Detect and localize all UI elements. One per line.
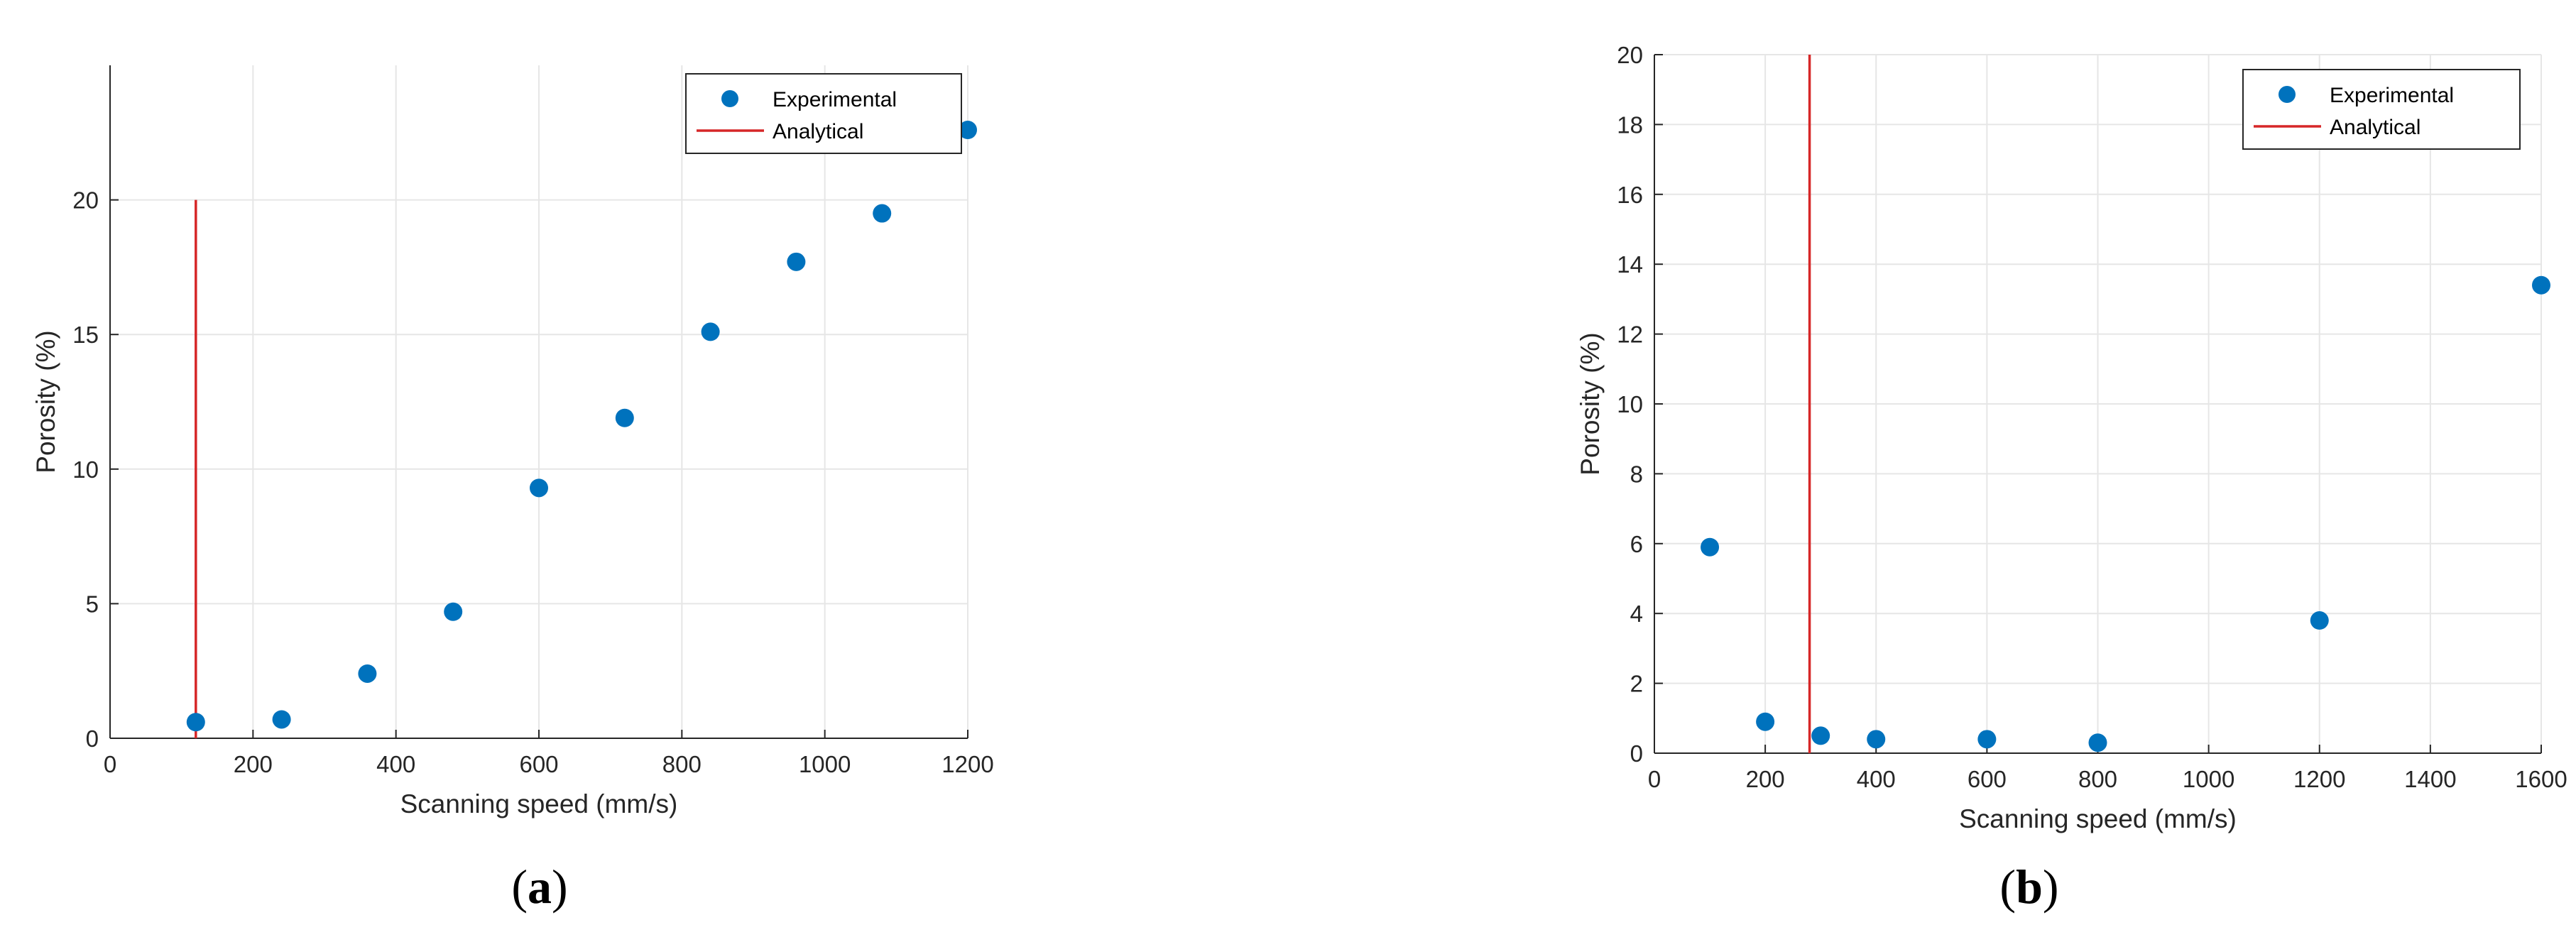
x-axis-label: Scanning speed (mm/s) (400, 789, 678, 818)
experimental-point (272, 710, 291, 729)
chart-b: 0 200 400 600 800 1000 1200 1400 1600 0 2 4 6 8 10 12 14… (1576, 42, 2567, 833)
x-tick-label: 1400 (2404, 766, 2456, 792)
experimental-point (1701, 537, 1720, 557)
caption-a: (a) (511, 860, 568, 914)
y-tick-label: 15 (72, 322, 99, 348)
experimental-point (615, 408, 634, 427)
x-tick-label: 1200 (942, 751, 993, 777)
y-tick-label: 6 (1630, 531, 1643, 557)
experimental-point (959, 121, 977, 140)
legend-label-experimental: Experimental (773, 88, 897, 111)
legend-label-experimental: Experimental (2330, 84, 2454, 107)
y-tick-label: 8 (1630, 461, 1643, 487)
x-tick-label: 0 (104, 751, 116, 777)
y-tick-label: 14 (1617, 251, 1643, 278)
y-tick-label: 12 (1617, 322, 1643, 348)
x-tick-label: 800 (662, 751, 702, 777)
caption-b: (b) (1999, 860, 2059, 914)
experimental-point (1977, 730, 1997, 749)
y-axis-label: Porosity (%) (1576, 332, 1605, 475)
x-tick-label: 1000 (2183, 766, 2234, 792)
y-tick-label: 20 (1617, 42, 1643, 68)
x-tick-label: 1600 (2515, 766, 2567, 792)
experimental-point (873, 204, 892, 223)
experimental-point (1756, 712, 1775, 731)
chart-a: 0 200 400 600 800 1000 1200 0 5 10 15 20 Scanning sp… (31, 65, 994, 818)
y-tick-label: 2 (1630, 671, 1643, 697)
experimental-point (358, 664, 377, 683)
legend-marker-experimental (721, 90, 738, 107)
y-tick-label: 5 (86, 591, 99, 617)
x-tick-label: 600 (1968, 766, 2007, 792)
experimental-point (2532, 275, 2550, 295)
x-tick-label: 400 (376, 751, 415, 777)
panel-b: 0 200 400 600 800 1000 1200 1400 1600 0 2 4 6 8 10 12 14… (1288, 0, 2576, 942)
experimental-point (186, 713, 205, 732)
x-tick-label: 200 (1746, 766, 1785, 792)
legend-label-analytical: Analytical (773, 120, 863, 143)
y-tick-label: 20 (72, 187, 99, 214)
panel-a: 0 200 400 600 800 1000 1200 0 5 10 15 20 Scanning sp… (31, 65, 994, 914)
x-tick-label: 200 (234, 751, 273, 777)
x-axis-label: Scanning speed (mm/s) (1959, 804, 2237, 833)
x-tick-label: 1200 (2293, 766, 2345, 792)
experimental-point (530, 478, 548, 498)
x-tick-label: 800 (2078, 766, 2117, 792)
y-axis-label: Porosity (%) (31, 330, 60, 473)
x-tick-label: 1000 (799, 751, 851, 777)
y-tick-label: 0 (86, 725, 99, 752)
experimental-point (1867, 730, 1886, 749)
y-tick-label: 4 (1630, 601, 1643, 627)
y-tick-label: 18 (1617, 111, 1643, 138)
y-tick-label: 10 (1617, 391, 1643, 417)
x-tick-label: 0 (1648, 766, 1661, 792)
legend-label-analytical: Analytical (2330, 116, 2421, 139)
experimental-point (2310, 611, 2329, 630)
experimental-point (1811, 726, 1830, 745)
y-tick-label: 16 (1617, 182, 1643, 208)
experimental-point (787, 252, 806, 271)
y-tick-label: 10 (72, 456, 99, 483)
legend-box (685, 73, 962, 154)
x-tick-label: 400 (1857, 766, 1896, 792)
experimental-point (2088, 733, 2107, 752)
experimental-point (701, 322, 720, 341)
experimental-point (444, 602, 463, 621)
legend-box (2242, 69, 2521, 150)
y-tick-label: 0 (1630, 740, 1643, 767)
legend-marker-experimental (2278, 86, 2296, 103)
x-tick-label: 600 (519, 751, 558, 777)
